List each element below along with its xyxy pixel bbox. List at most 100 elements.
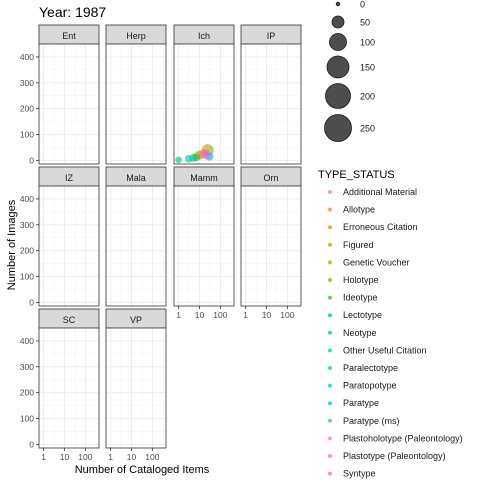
facet-panel-ent: Ent 0 100 200 300 400 <box>20 24 100 165</box>
facet-panel-orn: Orn 1 10 100 <box>240 166 302 320</box>
data-points <box>175 144 214 164</box>
panel-background <box>241 44 301 164</box>
y-tick-label: 100 <box>20 130 34 140</box>
legend-label: Other Useful Citation <box>343 345 427 355</box>
facet-panel-mala: Mala <box>105 166 167 307</box>
size-legend-label: 150 <box>360 63 375 73</box>
legend-key <box>328 278 332 282</box>
x-tick-label: 1 <box>243 310 248 320</box>
panel-background <box>39 328 99 448</box>
facet-strip-label: VP <box>130 315 142 325</box>
size-legend-key <box>325 83 351 109</box>
facet-strip-label: Herp <box>126 31 146 41</box>
size-legend-label: 250 <box>360 124 375 134</box>
legend-label: Ideotype <box>343 293 378 303</box>
panel-border <box>38 43 100 165</box>
legend-key <box>328 225 332 230</box>
y-tick-label: 300 <box>20 362 34 372</box>
y-tick-label: 0 <box>29 155 34 165</box>
legend-label: Syntype <box>343 469 376 479</box>
x-tick-label: 1 <box>41 452 46 462</box>
facet-strip-label: Mala <box>126 173 146 183</box>
y-tick-label: 0 <box>29 439 34 449</box>
panel-background <box>39 186 99 306</box>
legend-key <box>328 366 332 370</box>
facet-strip-label: Ich <box>198 31 210 41</box>
legend-label: Additional Material <box>343 187 417 197</box>
size-legend: 0 50 100 150 200 250 <box>324 0 375 142</box>
facet-panel-ich: Ich <box>173 24 235 165</box>
panel-background <box>106 44 166 164</box>
legend-key <box>328 260 332 265</box>
x-tick-label: 10 <box>262 310 272 320</box>
y-tick-label: 400 <box>20 336 34 346</box>
data-point <box>202 149 210 157</box>
legend-key <box>328 454 332 458</box>
legend-key <box>328 295 332 300</box>
facet-panel-sc: SC 0 100 200 300 400 1 10 100 <box>20 308 100 462</box>
legend-label: Paratopotype <box>343 381 397 391</box>
size-legend-label: 50 <box>360 18 370 28</box>
legend-key <box>328 401 332 406</box>
y-tick-label: 200 <box>20 104 34 114</box>
legend-key <box>328 242 332 247</box>
chart-title: Year: 1987 <box>39 4 106 20</box>
x-tick-label: 100 <box>280 310 294 320</box>
size-legend-key <box>324 114 352 142</box>
y-tick-label: 200 <box>20 388 34 398</box>
legend-key <box>328 348 332 353</box>
size-legend-key <box>326 55 350 79</box>
legend-label: Paratype <box>343 398 379 408</box>
legend-key <box>328 330 332 335</box>
x-axis-label: Number of Cataloged Items <box>75 464 210 476</box>
x-tick-label: 10 <box>195 310 205 320</box>
facet-panel-herp: Herp <box>105 24 167 165</box>
legend-label: Plastotype (Paleontology) <box>343 451 446 461</box>
size-legend-key <box>335 1 341 7</box>
facet-panel-ip: IP <box>240 24 302 165</box>
y-tick-label: 300 <box>20 220 34 230</box>
y-tick-label: 300 <box>20 78 34 88</box>
legend-key <box>328 436 332 441</box>
legend-label: Holotype <box>343 275 379 285</box>
facet-panel-iz: IZ 0 100 200 300 400 <box>20 166 100 307</box>
facet-panel-mamm: Mamm 1 10 100 <box>173 166 235 320</box>
facet-strip-label: Mamm <box>190 173 218 183</box>
legend-key <box>328 471 332 476</box>
panel-background <box>106 186 166 306</box>
panel-border <box>105 43 167 165</box>
size-legend-label: 100 <box>360 38 375 48</box>
panel-border <box>105 185 167 307</box>
panel-border <box>105 327 167 449</box>
y-tick-label: 200 <box>20 246 34 256</box>
legend-key <box>328 418 332 423</box>
x-tick-label: 1 <box>108 452 113 462</box>
panel-background <box>106 328 166 448</box>
facet-strip-label: Ent <box>62 31 76 41</box>
panel-background <box>241 186 301 306</box>
legend-label: Figured <box>343 240 374 250</box>
panel-background <box>174 44 234 164</box>
legend-label: Allotype <box>343 205 375 215</box>
legend-key <box>328 383 332 388</box>
data-point <box>175 156 182 164</box>
x-tick-label: 100 <box>213 310 227 320</box>
type-status-legend: TYPE_STATUS Additional Material Allotype E… <box>318 169 463 479</box>
x-tick-label: 100 <box>145 452 159 462</box>
legend-label: Paratype (ms) <box>343 416 400 426</box>
y-axis-label: Number of Images <box>6 199 18 290</box>
legend-key <box>328 313 332 318</box>
panel-border <box>38 185 100 307</box>
facet-strip-label: IZ <box>65 173 74 183</box>
size-legend-label: 200 <box>360 92 375 102</box>
x-tick-label: 10 <box>127 452 137 462</box>
facet-strip-label: IP <box>267 31 276 41</box>
panel-background <box>174 186 234 306</box>
legend-label: Genetic Voucher <box>343 257 410 267</box>
y-tick-label: 100 <box>20 272 34 282</box>
panel-border <box>173 43 235 165</box>
x-tick-label: 10 <box>60 452 70 462</box>
y-tick-label: 100 <box>20 414 34 424</box>
